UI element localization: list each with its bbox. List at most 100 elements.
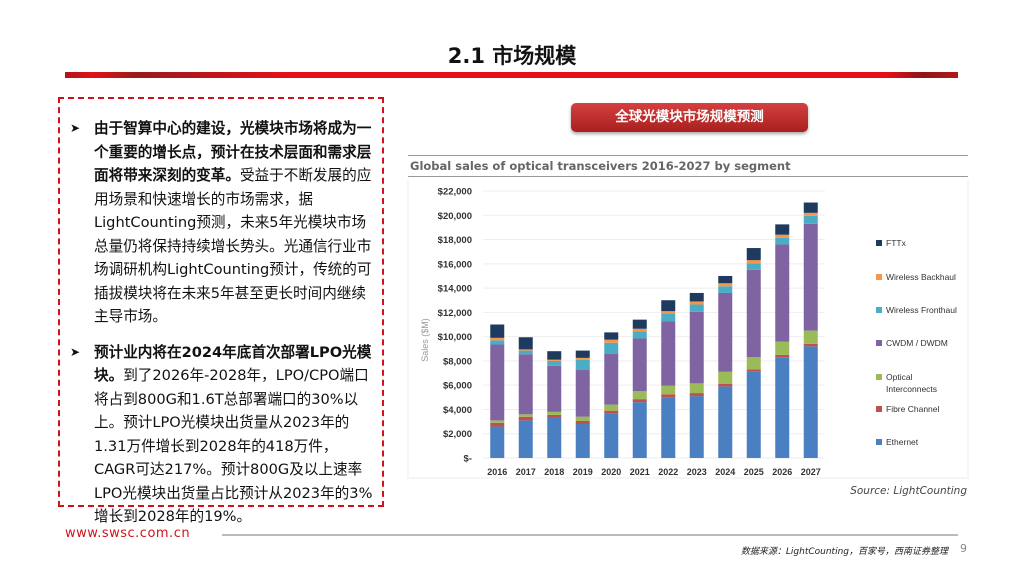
bar-segment bbox=[689, 301, 704, 305]
bar-segment bbox=[746, 263, 761, 270]
bar-segment bbox=[604, 332, 619, 340]
bar-segment bbox=[632, 402, 647, 458]
x-tick-label: 2019 bbox=[573, 467, 593, 477]
y-tick-label: $6,000 bbox=[443, 381, 472, 392]
bar-segment bbox=[775, 357, 790, 458]
bar-segment bbox=[518, 354, 533, 415]
y-tick-label: $2,000 bbox=[443, 429, 472, 440]
bar-segment bbox=[775, 224, 790, 235]
legend-label: CWDM / DWDM bbox=[886, 338, 948, 348]
paragraph-text: 到了2026年-2028年，LPO/CPO端口将占到800G和1.6T总部署端口… bbox=[94, 367, 373, 525]
bar-segment bbox=[604, 342, 619, 354]
stacked-bar-chart: $- $2,000 $4,000 $6,000 $8,000 $10,000 $12,000… bbox=[407, 180, 969, 479]
y-tick-label: $- bbox=[464, 454, 472, 465]
y-tick-label: $12,000 bbox=[438, 308, 472, 319]
arrow-right-icon: ➤ bbox=[70, 344, 81, 359]
legend-swatch bbox=[876, 240, 882, 246]
bar-segment bbox=[689, 304, 704, 312]
bar-segment bbox=[547, 365, 562, 412]
footer-url[interactable]: www.swsc.com.cn bbox=[65, 526, 191, 541]
legend-swatch bbox=[876, 374, 882, 380]
y-tick-label: $8,000 bbox=[443, 356, 472, 367]
bar-segment bbox=[803, 343, 818, 347]
bar-segment bbox=[718, 283, 733, 287]
bar-segment bbox=[490, 426, 505, 458]
bar-segment bbox=[661, 300, 676, 312]
chart-title: Global sales of optical transceivers 201… bbox=[408, 155, 968, 177]
bar-segment bbox=[803, 215, 818, 224]
bar-segment bbox=[746, 248, 761, 261]
bar-segment bbox=[518, 414, 533, 417]
legend-swatch bbox=[876, 307, 882, 313]
bar-segment bbox=[632, 399, 647, 403]
bar-segment bbox=[775, 237, 790, 245]
bar-segment bbox=[575, 350, 590, 358]
x-tick-label: 2023 bbox=[687, 467, 707, 477]
bar-segment bbox=[575, 359, 590, 371]
bar-segment bbox=[746, 371, 761, 458]
bar-segment bbox=[718, 383, 733, 387]
bar-segment bbox=[604, 404, 619, 411]
bar-segment bbox=[718, 386, 733, 458]
legend-swatch bbox=[876, 274, 882, 280]
bar-segment bbox=[575, 416, 590, 421]
x-tick-label: 2017 bbox=[516, 467, 536, 477]
bar-segment bbox=[518, 337, 533, 350]
bar-segment bbox=[746, 357, 761, 370]
bar-segment bbox=[604, 339, 619, 343]
bar-segment bbox=[575, 424, 590, 458]
bar-segment bbox=[547, 351, 562, 360]
x-tick-label: 2021 bbox=[630, 467, 650, 477]
bar-segment bbox=[803, 223, 818, 331]
bar-segment bbox=[490, 324, 505, 338]
bar-segment bbox=[575, 370, 590, 417]
legend-label: Wireless Backhaul bbox=[886, 272, 956, 282]
paragraph-text: 受益于不断发展的应用场景和快速增长的市场需求，据LightCounting预测，… bbox=[94, 167, 372, 325]
bullet-paragraph: ➤ 由于智算中心的建设，光模块市场将成为一个重要的增长点，预计在技术层面和需求层… bbox=[70, 117, 378, 329]
x-tick-label: 2020 bbox=[601, 467, 621, 477]
bar-segment bbox=[689, 393, 704, 397]
chart-banner: 全球光模块市场规模预测 bbox=[571, 103, 808, 132]
bar-segment bbox=[661, 385, 676, 395]
bar-segment bbox=[689, 311, 704, 384]
page-number: 9 bbox=[960, 542, 967, 555]
legend-label-cont: Interconnects bbox=[886, 384, 937, 394]
bar-segment bbox=[746, 260, 761, 264]
bar-segment bbox=[632, 319, 647, 329]
legend-swatch bbox=[876, 340, 882, 346]
legend-label: FTTx bbox=[886, 238, 907, 248]
y-tick-label: $14,000 bbox=[438, 284, 472, 295]
bar-segment bbox=[547, 417, 562, 458]
bar-segment bbox=[490, 420, 505, 423]
bar-segment bbox=[746, 269, 761, 358]
legend-label: Optical bbox=[886, 372, 913, 382]
bar-segment bbox=[632, 328, 647, 332]
chart-source: Source: LightCounting bbox=[850, 485, 967, 497]
bar-segment bbox=[632, 338, 647, 392]
bar-segment bbox=[490, 422, 505, 427]
y-tick-label: $10,000 bbox=[438, 332, 472, 343]
bar-segment bbox=[718, 275, 733, 284]
x-tick-label: 2016 bbox=[487, 467, 507, 477]
page-title: 2.1 市场规模 bbox=[447, 44, 577, 68]
bar-segment bbox=[803, 212, 818, 216]
bar-segment bbox=[604, 353, 619, 405]
bar-segment bbox=[689, 396, 704, 458]
bar-segment bbox=[689, 292, 704, 302]
bar-segment bbox=[547, 411, 562, 415]
arrow-right-icon: ➤ bbox=[70, 121, 81, 135]
bar-segment bbox=[518, 349, 533, 351]
legend-label: Ethernet bbox=[886, 437, 919, 447]
bar-segment bbox=[547, 359, 562, 361]
y-axis-label: Sales ($M) bbox=[420, 318, 430, 362]
bar-segment bbox=[775, 354, 790, 358]
bar-segment bbox=[775, 244, 790, 342]
bar-segment bbox=[718, 286, 733, 293]
bar-segment bbox=[661, 321, 676, 386]
bar-segment bbox=[518, 416, 533, 421]
bullet-paragraph: ➤ 预计业内将在2024年底首次部署LPO光模块。到了2026年-2028年，L… bbox=[70, 341, 378, 529]
bar-segment bbox=[632, 391, 647, 400]
x-tick-label: 2025 bbox=[744, 467, 764, 477]
y-tick-label: $18,000 bbox=[438, 235, 472, 246]
summary-box: ➤ 由于智算中心的建设，光模块市场将成为一个重要的增长点，预计在技术层面和需求层… bbox=[58, 97, 384, 525]
